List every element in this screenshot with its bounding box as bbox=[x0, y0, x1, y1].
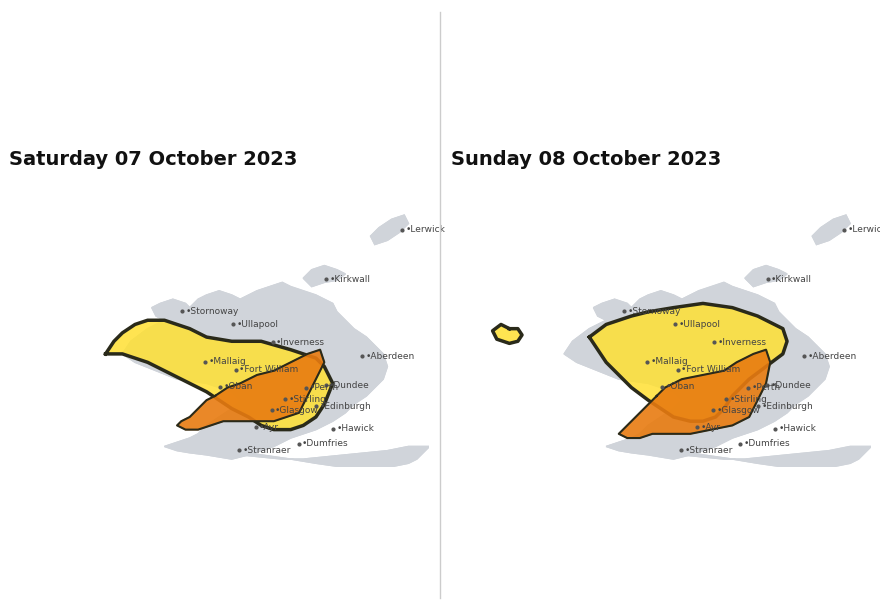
Text: •Dumfries: •Dumfries bbox=[302, 439, 348, 448]
Text: •Inverness: •Inverness bbox=[718, 337, 766, 346]
Text: •Fort William: •Fort William bbox=[239, 365, 298, 375]
Text: •Inverness: •Inverness bbox=[276, 337, 325, 346]
Polygon shape bbox=[122, 282, 387, 459]
Text: •Aberdeen: •Aberdeen bbox=[807, 351, 856, 361]
Text: •Glasgow: •Glasgow bbox=[717, 406, 760, 415]
Polygon shape bbox=[493, 325, 522, 343]
Text: •Ullapool: •Ullapool bbox=[678, 320, 721, 329]
Polygon shape bbox=[593, 300, 640, 329]
Polygon shape bbox=[812, 215, 850, 245]
Polygon shape bbox=[370, 215, 408, 245]
Polygon shape bbox=[190, 341, 219, 362]
Polygon shape bbox=[122, 282, 387, 459]
Polygon shape bbox=[619, 350, 770, 438]
Polygon shape bbox=[304, 265, 345, 287]
Text: •Oban: •Oban bbox=[224, 382, 253, 391]
Text: •Stranraer: •Stranraer bbox=[243, 446, 291, 454]
Text: •Stirling: •Stirling bbox=[288, 395, 326, 404]
Text: •Hawick: •Hawick bbox=[336, 425, 374, 433]
Text: •Perth: •Perth bbox=[752, 383, 781, 392]
Text: •Ayr: •Ayr bbox=[700, 423, 721, 432]
Polygon shape bbox=[106, 320, 333, 429]
Text: •Dundee: •Dundee bbox=[329, 381, 370, 390]
Text: •Kirkwall: •Kirkwall bbox=[329, 274, 370, 284]
Text: Sunday 08 October 2023: Sunday 08 October 2023 bbox=[451, 149, 721, 169]
Polygon shape bbox=[812, 215, 850, 245]
Polygon shape bbox=[152, 300, 198, 329]
Polygon shape bbox=[370, 215, 408, 245]
Polygon shape bbox=[682, 447, 871, 467]
Text: •Hawick: •Hawick bbox=[778, 425, 816, 433]
Polygon shape bbox=[632, 341, 661, 362]
Text: •Edinburgh: •Edinburgh bbox=[761, 402, 813, 411]
Polygon shape bbox=[590, 303, 787, 422]
Text: •Stranraer: •Stranraer bbox=[685, 446, 733, 454]
Text: Saturday 07 October 2023: Saturday 07 October 2023 bbox=[9, 149, 297, 169]
Polygon shape bbox=[177, 350, 325, 429]
Text: •Perth: •Perth bbox=[310, 383, 339, 392]
Text: •Ayr: •Ayr bbox=[259, 423, 279, 432]
Polygon shape bbox=[632, 341, 661, 362]
Polygon shape bbox=[745, 265, 787, 287]
Polygon shape bbox=[745, 265, 787, 287]
Text: •Mallaig: •Mallaig bbox=[650, 357, 688, 367]
Polygon shape bbox=[240, 447, 429, 467]
Polygon shape bbox=[190, 341, 219, 362]
Text: •Dumfries: •Dumfries bbox=[744, 439, 790, 448]
Text: •Glasgow: •Glasgow bbox=[275, 406, 319, 415]
Polygon shape bbox=[593, 300, 640, 329]
Text: •Aberdeen: •Aberdeen bbox=[365, 351, 414, 361]
Text: •Ullapool: •Ullapool bbox=[237, 320, 279, 329]
Text: •Dundee: •Dundee bbox=[771, 381, 811, 390]
Text: •Oban: •Oban bbox=[665, 382, 695, 391]
Polygon shape bbox=[240, 447, 429, 467]
Text: •Edinburgh: •Edinburgh bbox=[319, 402, 371, 411]
Text: •Mallaig: •Mallaig bbox=[209, 357, 246, 367]
Text: •Lerwick: •Lerwick bbox=[847, 225, 880, 234]
Text: •Stornoway: •Stornoway bbox=[186, 307, 238, 316]
Text: •Stirling: •Stirling bbox=[730, 395, 767, 404]
Polygon shape bbox=[564, 282, 829, 459]
Polygon shape bbox=[304, 265, 345, 287]
Polygon shape bbox=[564, 282, 829, 459]
Polygon shape bbox=[682, 447, 871, 467]
Text: •Kirkwall: •Kirkwall bbox=[771, 274, 812, 284]
Polygon shape bbox=[152, 300, 198, 329]
Text: •Fort William: •Fort William bbox=[681, 365, 740, 375]
Text: •Stornoway: •Stornoway bbox=[627, 307, 680, 316]
Text: •Lerwick: •Lerwick bbox=[406, 225, 445, 234]
